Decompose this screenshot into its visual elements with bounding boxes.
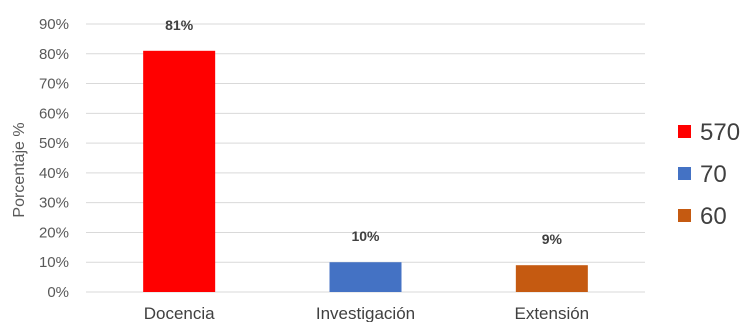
y-tick-label: 0%: [47, 284, 69, 301]
data-label: 9%: [542, 231, 563, 247]
bar: [515, 265, 588, 292]
y-tick-label: 30%: [39, 195, 69, 212]
y-tick-label: 50%: [39, 135, 69, 152]
x-category-label: Extensión: [514, 304, 589, 322]
data-label: 10%: [351, 228, 380, 244]
legend-swatch: [678, 125, 691, 138]
legend-swatch: [678, 209, 691, 222]
bar: [143, 50, 216, 292]
y-tick-label: 70%: [39, 76, 69, 93]
y-axis-label: Porcentaje %: [11, 122, 28, 217]
y-tick-label: 20%: [39, 224, 69, 241]
y-tick-label: 80%: [39, 46, 69, 63]
y-tick-label: 60%: [39, 105, 69, 122]
y-tick-label: 40%: [39, 165, 69, 182]
data-labels: 81% 10% 9%: [165, 17, 562, 247]
y-axis-ticks: 0% 10% 20% 30% 40% 50% 60% 70% 80% 90%: [39, 16, 69, 301]
legend-label: 70: [700, 161, 727, 188]
bar: [329, 262, 402, 292]
x-axis-categories: Docencia Investigación Extensión: [144, 304, 589, 323]
x-category-label: Investigación: [316, 304, 415, 322]
legend-label: 60: [700, 203, 727, 230]
x-category-label: Docencia: [144, 304, 215, 322]
data-label: 81%: [165, 17, 194, 33]
legend-swatch: [678, 167, 691, 180]
y-tick-label: 90%: [39, 16, 69, 33]
legend-label: 570: [700, 119, 740, 146]
legend: 570 70 60: [678, 119, 740, 230]
bars: [143, 50, 588, 292]
y-tick-label: 10%: [39, 254, 69, 271]
